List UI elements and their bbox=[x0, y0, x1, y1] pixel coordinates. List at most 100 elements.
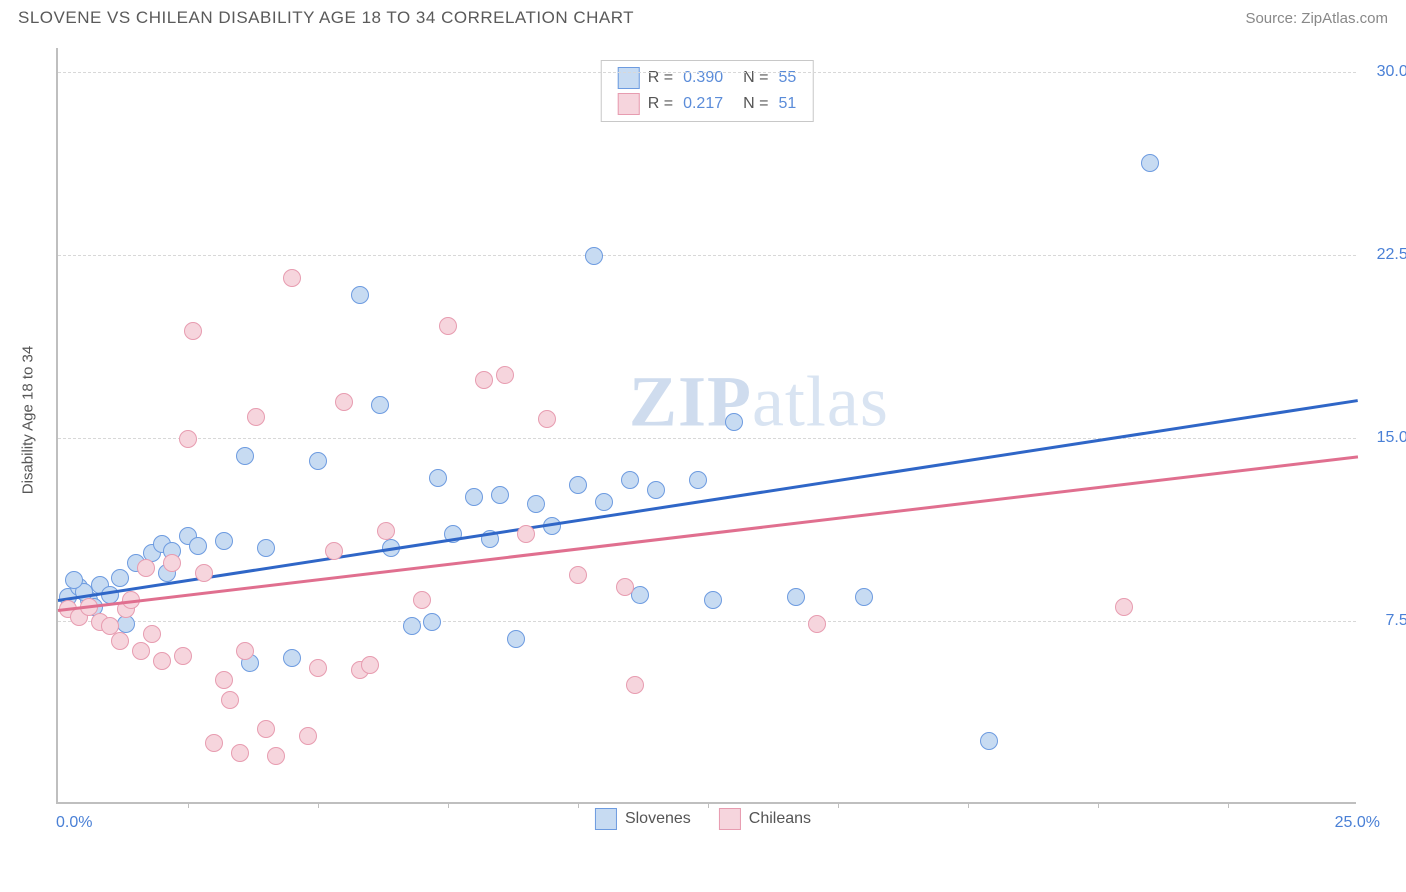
legend-r-label: R = bbox=[648, 95, 673, 113]
trend-line bbox=[58, 455, 1358, 612]
legend-swatch bbox=[595, 808, 617, 830]
gridline bbox=[58, 72, 1356, 73]
correlation-legend: R =0.390N =55 R = 0.217 N = 51 bbox=[601, 60, 814, 122]
data-point bbox=[689, 471, 707, 489]
legend-swatch bbox=[618, 67, 640, 89]
legend-swatch bbox=[618, 93, 640, 115]
data-point bbox=[507, 630, 525, 648]
data-point bbox=[137, 559, 155, 577]
data-point bbox=[247, 408, 265, 426]
data-point bbox=[184, 322, 202, 340]
gridline bbox=[58, 438, 1356, 439]
data-point bbox=[626, 676, 644, 694]
data-point bbox=[351, 286, 369, 304]
data-point bbox=[309, 452, 327, 470]
data-point bbox=[980, 732, 998, 750]
data-point bbox=[569, 476, 587, 494]
scatter-plot-area: ZIPatlas R =0.390N =55R =0.217N =51 7.5%… bbox=[56, 48, 1356, 804]
x-tick-mark bbox=[188, 802, 189, 808]
data-point bbox=[153, 652, 171, 670]
data-point bbox=[111, 632, 129, 650]
legend-item: Slovenes bbox=[595, 808, 691, 830]
data-point bbox=[195, 564, 213, 582]
data-point bbox=[371, 396, 389, 414]
data-point bbox=[725, 413, 743, 431]
data-point bbox=[621, 471, 639, 489]
data-point bbox=[413, 591, 431, 609]
x-axis-max-label: 25.0% bbox=[1335, 814, 1380, 832]
watermark: ZIPatlas bbox=[629, 361, 889, 444]
data-point bbox=[787, 588, 805, 606]
x-tick-mark bbox=[318, 802, 319, 808]
x-tick-mark bbox=[1228, 802, 1229, 808]
data-point bbox=[283, 269, 301, 287]
chart-title: SLOVENE VS CHILEAN DISABILITY AGE 18 TO … bbox=[18, 8, 634, 28]
source-attribution: Source: ZipAtlas.com bbox=[1245, 10, 1388, 27]
data-point bbox=[538, 410, 556, 428]
y-tick-label: 22.5% bbox=[1362, 246, 1406, 264]
y-tick-label: 30.0% bbox=[1362, 63, 1406, 81]
data-point bbox=[174, 647, 192, 665]
data-point bbox=[595, 493, 613, 511]
data-point bbox=[257, 539, 275, 557]
data-point bbox=[283, 649, 301, 667]
x-tick-mark bbox=[448, 802, 449, 808]
data-point bbox=[631, 586, 649, 604]
data-point bbox=[585, 247, 603, 265]
data-point bbox=[65, 571, 83, 589]
data-point bbox=[496, 366, 514, 384]
gridline bbox=[58, 255, 1356, 256]
gridline bbox=[58, 621, 1356, 622]
y-tick-label: 7.5% bbox=[1362, 612, 1406, 630]
data-point bbox=[517, 525, 535, 543]
data-point bbox=[215, 671, 233, 689]
data-point bbox=[429, 469, 447, 487]
legend-item: Chileans bbox=[719, 808, 811, 830]
data-point bbox=[855, 588, 873, 606]
data-point bbox=[299, 727, 317, 745]
data-point bbox=[403, 617, 421, 635]
data-point bbox=[309, 659, 327, 677]
data-point bbox=[267, 747, 285, 765]
x-tick-mark bbox=[838, 802, 839, 808]
trend-line bbox=[58, 399, 1358, 602]
x-tick-mark bbox=[968, 802, 969, 808]
legend-row: R = 0.217 N = 51 bbox=[602, 91, 813, 117]
data-point bbox=[335, 393, 353, 411]
data-point bbox=[205, 734, 223, 752]
data-point bbox=[569, 566, 587, 584]
data-point bbox=[423, 613, 441, 631]
legend-n-value: 51 bbox=[778, 95, 796, 113]
legend-row: R =0.390N =55 bbox=[602, 65, 813, 91]
data-point bbox=[236, 642, 254, 660]
legend-n-label: N = bbox=[743, 95, 768, 113]
legend-r-value: 0.217 bbox=[683, 95, 723, 113]
data-point bbox=[616, 578, 634, 596]
data-point bbox=[361, 656, 379, 674]
data-point bbox=[236, 447, 254, 465]
data-point bbox=[325, 542, 343, 560]
data-point bbox=[491, 486, 509, 504]
data-point bbox=[439, 317, 457, 335]
data-point bbox=[377, 522, 395, 540]
y-axis-label: Disability Age 18 to 34 bbox=[20, 346, 37, 494]
data-point bbox=[231, 744, 249, 762]
x-axis-min-label: 0.0% bbox=[56, 814, 92, 832]
legend-label: Slovenes bbox=[625, 810, 691, 828]
data-point bbox=[257, 720, 275, 738]
data-point bbox=[527, 495, 545, 513]
data-point bbox=[1115, 598, 1133, 616]
legend-label: Chileans bbox=[749, 810, 811, 828]
data-point bbox=[221, 691, 239, 709]
data-point bbox=[647, 481, 665, 499]
data-point bbox=[215, 532, 233, 550]
data-point bbox=[163, 554, 181, 572]
data-point bbox=[143, 625, 161, 643]
data-point bbox=[132, 642, 150, 660]
legend-swatch bbox=[719, 808, 741, 830]
data-point bbox=[808, 615, 826, 633]
data-point bbox=[179, 430, 197, 448]
x-tick-mark bbox=[1098, 802, 1099, 808]
data-point bbox=[704, 591, 722, 609]
data-point bbox=[475, 371, 493, 389]
